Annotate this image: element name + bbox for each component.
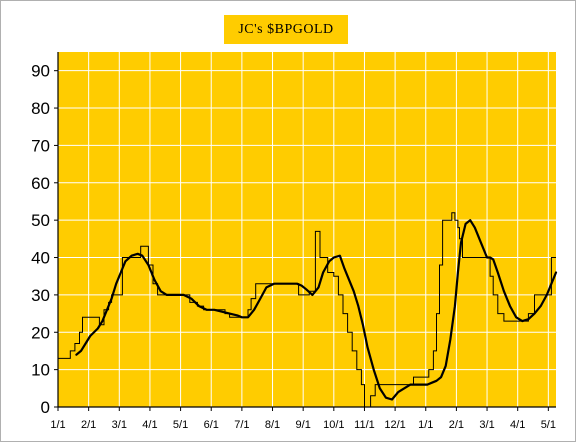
x-tick-label: 10/1 <box>323 419 344 431</box>
x-tick-label: 5/1 <box>541 419 556 431</box>
x-tick-label: 8/1 <box>265 419 280 431</box>
chart-title: JC's $BPGOLD <box>224 15 348 44</box>
x-tick-label: 3/1 <box>112 419 127 431</box>
y-tick-label: 30 <box>31 286 50 305</box>
y-tick-label: 90 <box>31 62 50 81</box>
x-tick-label: 3/1 <box>479 419 494 431</box>
x-tick-label: 6/1 <box>204 419 219 431</box>
y-tick-label: 50 <box>31 211 50 230</box>
x-tick-label: 2/1 <box>81 419 96 431</box>
y-tick-label: 20 <box>31 323 50 342</box>
y-tick-label: 40 <box>31 249 50 268</box>
x-tick-label: 4/1 <box>142 419 157 431</box>
x-tick-label: 1/1 <box>418 419 433 431</box>
x-tick-label: 9/1 <box>296 419 311 431</box>
y-tick-label: 10 <box>31 361 50 380</box>
plot-area <box>58 52 556 407</box>
y-tick-label: 70 <box>31 136 50 155</box>
x-tick-label: 5/1 <box>173 419 188 431</box>
series-line-thick <box>75 219 558 401</box>
y-tick-label: 80 <box>31 99 50 118</box>
y-tick-label: 60 <box>31 174 50 193</box>
x-tick-label: 2/1 <box>449 419 464 431</box>
y-tick-label: 0 <box>41 398 50 417</box>
x-tick-label: 7/1 <box>234 419 249 431</box>
x-tick-label: 11/1 <box>354 419 375 431</box>
x-tick-label: 12/1 <box>384 419 405 431</box>
x-tick-label: 1/1 <box>50 419 65 431</box>
x-tick-label: 4/1 <box>510 419 525 431</box>
